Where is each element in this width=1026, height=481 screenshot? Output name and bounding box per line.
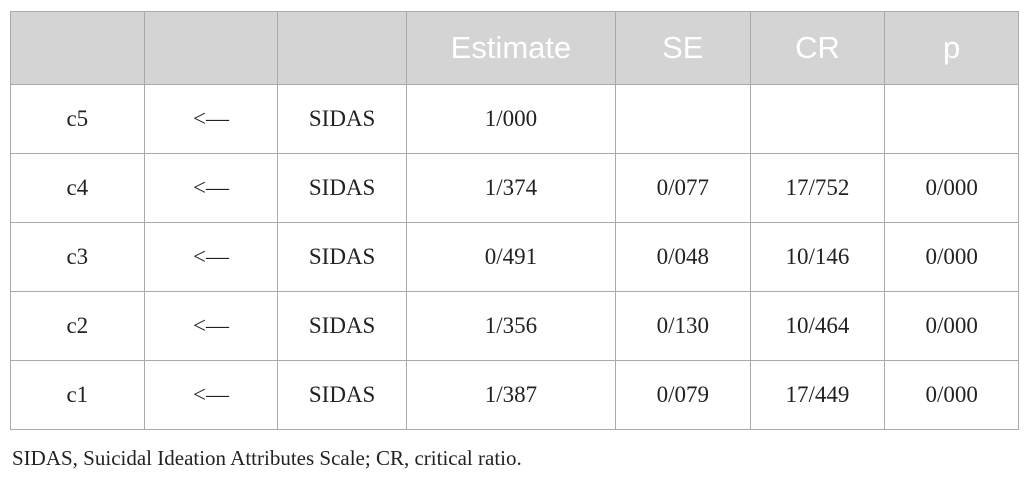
cell-item: c1 (10, 360, 145, 430)
cell-cr: 10/146 (749, 222, 886, 292)
cell-estimate: 0/491 (405, 222, 616, 292)
cell-p: 0/000 (884, 291, 1019, 361)
cell-item: c4 (10, 153, 145, 223)
header-cell-estimate: Estimate (405, 11, 616, 85)
table-footnote: SIDAS, Suicidal Ideation Attributes Scal… (12, 446, 522, 470)
cell-p: 0/000 (884, 360, 1019, 430)
cell-path: <— (143, 291, 279, 361)
cell-path: <— (143, 153, 279, 223)
cell-factor: SIDAS (277, 222, 407, 292)
header-cell-p: p (884, 11, 1019, 85)
cell-cr: 10/464 (749, 291, 886, 361)
cell-cr: 17/752 (749, 153, 886, 223)
estimates-table-container: Estimate SE CR p c5 <— SIDAS 1/000 c4 <—… (10, 11, 1019, 430)
table-body: c5 <— SIDAS 1/000 c4 <— SIDAS 1/374 0/07… (10, 84, 1019, 430)
cell-path: <— (143, 222, 279, 292)
cell-item: c5 (10, 84, 145, 154)
cell-factor: SIDAS (277, 153, 407, 223)
header-cell-se: SE (614, 11, 751, 85)
header-cell-item (10, 11, 145, 85)
table-header: Estimate SE CR p (10, 11, 1019, 85)
table-row: c5 <— SIDAS 1/000 (10, 84, 1019, 154)
cell-p (884, 84, 1019, 154)
cell-estimate: 1/000 (405, 84, 616, 154)
cell-path: <— (143, 84, 279, 154)
table-row: c2 <— SIDAS 1/356 0/130 10/464 0/000 (10, 291, 1019, 361)
cell-factor: SIDAS (277, 360, 407, 430)
table-row: c1 <— SIDAS 1/387 0/079 17/449 0/000 (10, 360, 1019, 430)
header-cell-path (143, 11, 279, 85)
header-row: Estimate SE CR p (10, 11, 1019, 85)
header-cell-cr: CR (749, 11, 886, 85)
cell-factor: SIDAS (277, 291, 407, 361)
cell-item: c2 (10, 291, 145, 361)
cell-se: 0/048 (614, 222, 751, 292)
cell-path: <— (143, 360, 279, 430)
table-row: c4 <— SIDAS 1/374 0/077 17/752 0/000 (10, 153, 1019, 223)
cell-se (614, 84, 751, 154)
cell-p: 0/000 (884, 153, 1019, 223)
cell-se: 0/077 (614, 153, 751, 223)
cell-item: c3 (10, 222, 145, 292)
estimates-table: Estimate SE CR p c5 <— SIDAS 1/000 c4 <—… (10, 11, 1019, 430)
cell-se: 0/079 (614, 360, 751, 430)
header-cell-factor (277, 11, 407, 85)
cell-cr: 17/449 (749, 360, 886, 430)
cell-estimate: 1/374 (405, 153, 616, 223)
table-row: c3 <— SIDAS 0/491 0/048 10/146 0/000 (10, 222, 1019, 292)
cell-cr (749, 84, 886, 154)
cell-estimate: 1/356 (405, 291, 616, 361)
cell-factor: SIDAS (277, 84, 407, 154)
cell-p: 0/000 (884, 222, 1019, 292)
cell-estimate: 1/387 (405, 360, 616, 430)
cell-se: 0/130 (614, 291, 751, 361)
